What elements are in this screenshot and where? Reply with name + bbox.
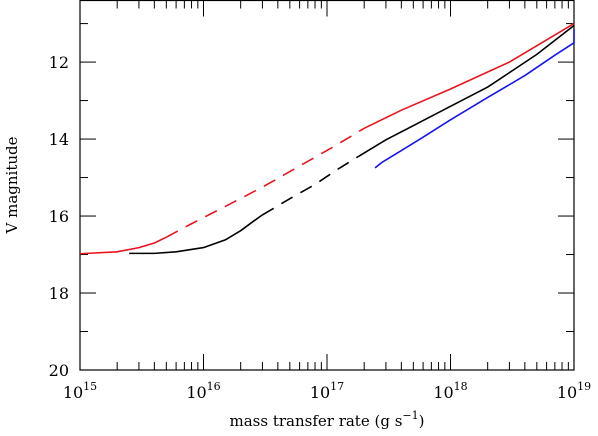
x-tick-label: 1019 — [557, 380, 591, 402]
series-0-segment-2 — [358, 24, 575, 158]
series-0-line — [129, 24, 575, 255]
series-1-segment-2 — [363, 22, 575, 130]
x-axis-label: mass transfer rate (g s−1) — [230, 409, 425, 430]
y-axis-label: V magnitude — [3, 136, 21, 234]
x-tick-label: 1017 — [310, 380, 344, 402]
series-2-segment-0 — [374, 161, 383, 169]
series-1-segment-1 — [165, 127, 365, 238]
series-0-segment-0 — [129, 214, 263, 255]
series-layer — [79, 22, 575, 255]
x-tick-label: 1018 — [433, 380, 467, 402]
series-1-line — [79, 22, 575, 255]
y-tick-label: 14 — [49, 130, 69, 149]
plot-frame — [79, 0, 575, 371]
series-1-segment-0 — [79, 236, 167, 255]
y-tick-label: 12 — [49, 53, 69, 72]
series-2-segment-1 — [381, 29, 575, 163]
series-0-segment-1 — [262, 155, 359, 216]
x-tick-label: 1016 — [186, 380, 220, 402]
series-2-line — [374, 29, 575, 169]
x-tick-label: 1015 — [63, 380, 97, 402]
x-tick-labels: 1015 1016 1017 1018 1019 — [63, 380, 591, 402]
y-tick-label: 16 — [49, 207, 69, 226]
y-tick-label: 18 — [49, 284, 69, 303]
y-tick-labels: 12 14 16 18 20 — [49, 53, 69, 380]
axis-ticks — [79, 0, 575, 371]
y-tick-label: 20 — [49, 361, 69, 380]
